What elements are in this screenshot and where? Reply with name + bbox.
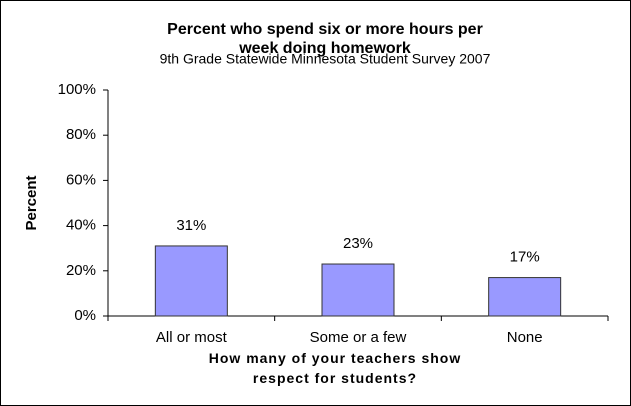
value-label: 17% (510, 249, 540, 266)
chart-subtitle: 9th Grade Statewide Minnesota Student Su… (160, 51, 491, 67)
y-tick-label: 100% (58, 81, 96, 98)
y-tick-label: 0% (74, 307, 96, 324)
value-label: 31% (176, 217, 206, 234)
bar (154, 245, 228, 317)
bar (488, 277, 562, 317)
x-tick-label: Some or a few (310, 329, 407, 346)
y-axis-label: Percent (23, 175, 40, 230)
x-axis-label: How many of your teachers show respect f… (208, 350, 462, 386)
y-tick-label: 60% (66, 171, 96, 188)
y-tick-label: 80% (66, 126, 96, 143)
x-tick-label: All or most (156, 329, 228, 346)
value-label: 23% (343, 235, 373, 252)
y-tick-label: 20% (66, 262, 96, 279)
x-tick-label: None (507, 329, 543, 346)
chart-title: Percent who spend six or more hours per … (167, 21, 483, 57)
bar (321, 263, 395, 317)
y-tick-label: 40% (66, 217, 96, 234)
